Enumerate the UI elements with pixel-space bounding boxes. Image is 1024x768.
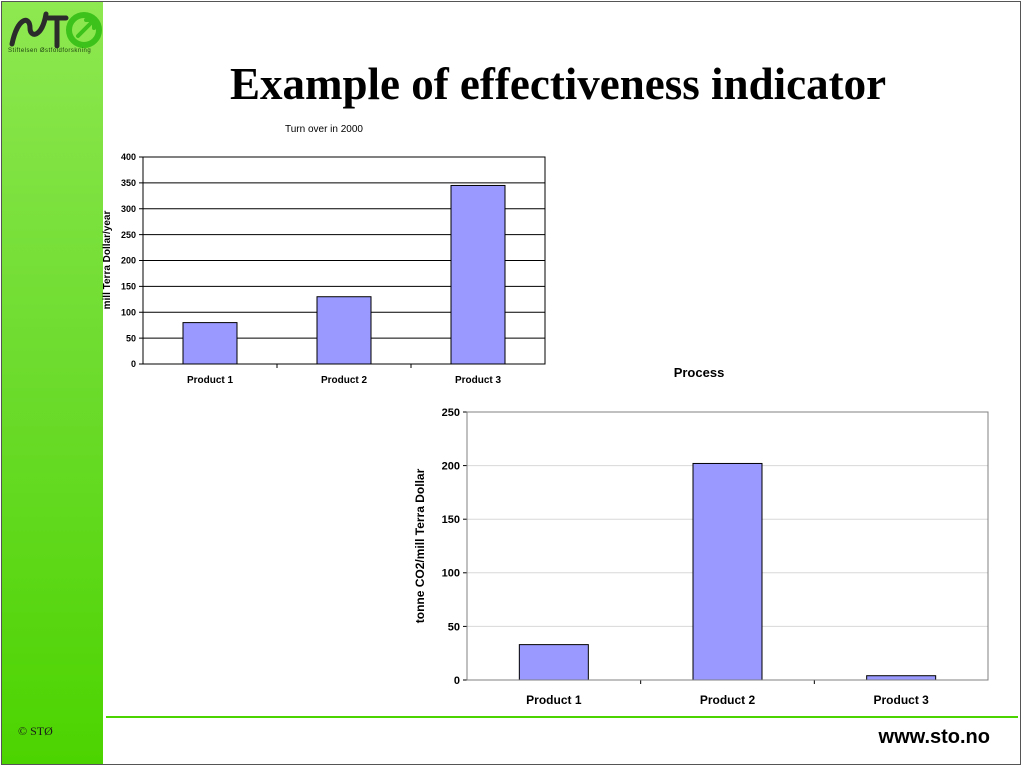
website-url: www.sto.no [878,726,990,748]
copyright: © STØ [18,724,53,738]
footer-divider [106,716,1018,718]
sidebar-stripe: Stiftelsen Østfoldforskning © STØ [2,2,103,764]
sto-logo-icon [9,11,102,49]
page-title: Example of effectiveness indicator [229,59,887,109]
logo-tagline: Stiftelsen Østfoldforskning [8,48,92,54]
